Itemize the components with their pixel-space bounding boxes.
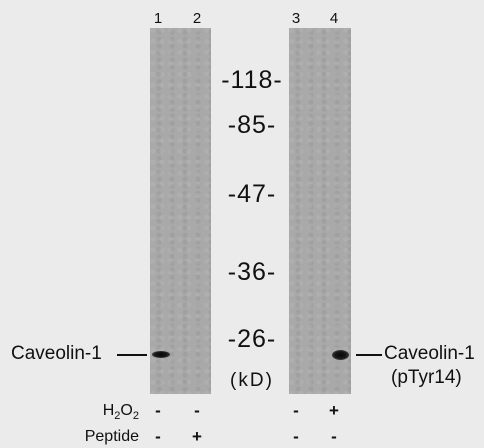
- mw-marker-26: -26-: [227, 325, 277, 353]
- band-lane-4: [332, 350, 349, 360]
- peptide-lane-3: -: [293, 427, 299, 446]
- blot-membrane-left: [150, 28, 211, 394]
- mw-unit-label: (kD): [230, 370, 274, 391]
- right-band-label-line2: (pTyr14): [391, 367, 462, 388]
- band-lane-1: [152, 351, 170, 358]
- mw-marker-47: -47-: [227, 180, 277, 208]
- h2o2-lane-2: -: [194, 401, 200, 420]
- h2o2-lane-1: -: [155, 401, 161, 420]
- lane-number-1: 1: [153, 10, 163, 27]
- treatment-label-peptide: Peptide: [84, 428, 139, 445]
- h2o2-lane-3: -: [293, 401, 299, 420]
- blot-membrane-right: [289, 28, 351, 394]
- mw-marker-85: -85-: [227, 111, 277, 139]
- right-band-label-line1: Caveolin-1: [384, 343, 475, 364]
- h2o2-lane-4: +: [329, 401, 339, 420]
- left-leader-line: [117, 354, 147, 356]
- peptide-lane-1: -: [155, 427, 161, 446]
- lane-number-4: 4: [329, 10, 339, 27]
- lane-number-3: 3: [291, 10, 301, 27]
- mw-marker-118: -118-: [221, 66, 283, 94]
- right-leader-line: [356, 354, 382, 356]
- mw-marker-36: -36-: [227, 258, 277, 286]
- peptide-lane-4: -: [331, 427, 337, 446]
- left-band-label: Caveolin-1: [11, 343, 102, 364]
- peptide-lane-2: +: [192, 427, 202, 446]
- lane-number-2: 2: [192, 10, 202, 27]
- treatment-label-h2o2: H2O2: [102, 402, 139, 423]
